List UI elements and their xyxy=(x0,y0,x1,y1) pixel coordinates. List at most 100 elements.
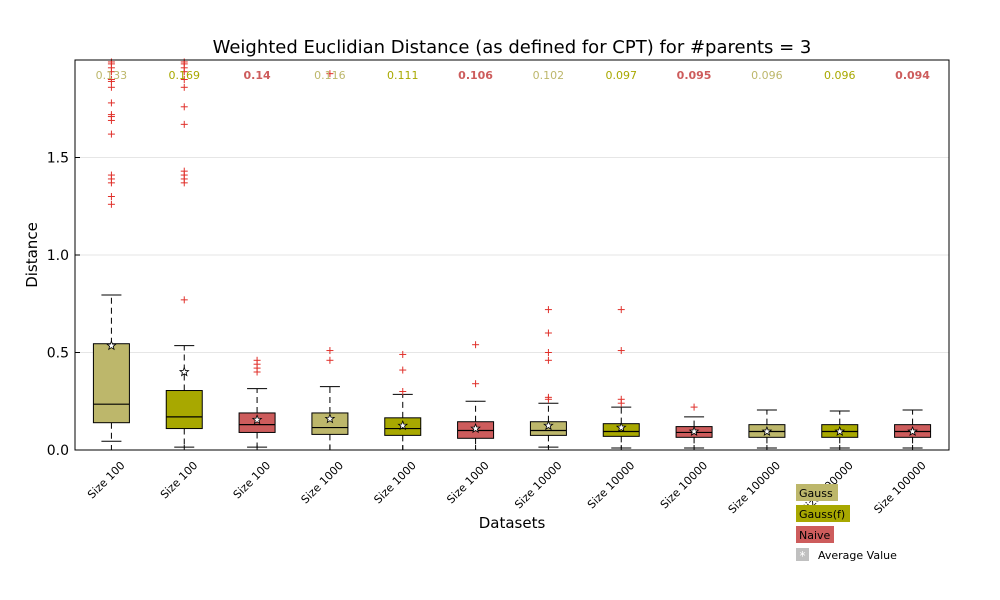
mean-marker xyxy=(761,425,773,437)
outlier-point xyxy=(544,306,552,314)
outlier-point xyxy=(107,193,115,200)
legend-label: Gauss xyxy=(799,487,833,500)
legend-label: Average Value xyxy=(818,549,897,562)
outlier-point xyxy=(180,76,188,83)
mean-marker xyxy=(470,422,481,434)
average-value-label: 0.133 xyxy=(96,69,128,82)
outlier-point xyxy=(326,70,334,78)
x-tick-label: Size 1000 xyxy=(444,459,491,506)
outlier-point xyxy=(472,341,480,349)
box-1 xyxy=(165,58,203,448)
outlier-point xyxy=(326,347,334,355)
average-value-label: 0.169 xyxy=(169,69,201,82)
legend-swatch-average xyxy=(796,548,809,561)
box-0 xyxy=(92,58,130,442)
outlier-point xyxy=(253,356,261,364)
outlier-point xyxy=(617,395,625,403)
legend-swatch xyxy=(796,526,834,543)
boxes-layer xyxy=(92,58,932,451)
legend-star-glyph: * xyxy=(800,549,806,563)
mean-marker xyxy=(543,419,554,431)
average-value-label: 0.111 xyxy=(387,69,419,82)
outlier-point xyxy=(107,76,115,83)
x-tick-label: Size 10000 xyxy=(512,459,564,511)
outlier-point xyxy=(690,403,698,411)
legend-label: Naive xyxy=(799,529,831,542)
outlier-point xyxy=(180,296,188,304)
outlier-point xyxy=(107,99,115,107)
mean-marker xyxy=(397,419,409,431)
box-7 xyxy=(602,306,640,449)
box-body xyxy=(92,343,130,424)
outlier-point xyxy=(107,171,115,179)
box-9 xyxy=(748,409,786,449)
x-tick-label: Size 10000 xyxy=(658,459,710,511)
average-value-label: 0.095 xyxy=(677,69,712,82)
outlier-point xyxy=(326,356,334,364)
mean-marker xyxy=(688,425,700,437)
average-value-label: 0.094 xyxy=(895,69,930,82)
mean-marker xyxy=(106,340,117,351)
box-body xyxy=(165,390,203,430)
average-value-label: 0.106 xyxy=(458,69,493,82)
legend: Gauss Gauss(f) Naive * Average Value xyxy=(796,484,897,563)
outlier-point xyxy=(617,347,625,355)
box-body xyxy=(238,412,276,433)
x-tick-label: Size 10000 xyxy=(585,459,637,511)
outlier-point xyxy=(544,356,552,364)
mean-marker xyxy=(251,414,263,425)
outlier-point xyxy=(472,380,480,388)
box-body xyxy=(311,412,349,435)
x-tick-label: Size 100 xyxy=(158,459,200,501)
outlier-point xyxy=(544,329,552,337)
average-value-label: 0.097 xyxy=(606,69,638,82)
y-tick-label: 1.5 xyxy=(47,151,69,167)
grid-layer xyxy=(75,157,949,353)
average-labels-layer: 0.133 0.169 0.14 0.116 0.111 0.106 0.102 0.097 0… xyxy=(96,69,931,82)
box-5 xyxy=(457,341,495,451)
y-axis-label: Distance xyxy=(23,222,41,288)
outlier-point xyxy=(180,167,188,175)
mean-marker xyxy=(907,425,918,437)
box-2 xyxy=(238,356,276,448)
mean-marker xyxy=(324,413,336,424)
x-tick-label: Size 100000 xyxy=(871,459,928,516)
average-value-label: 0.102 xyxy=(533,69,565,82)
x-tick-label: Size 100 xyxy=(231,459,273,501)
axes-layer: 0.0 0.5 1.0 1.5 Size 100 Size 100 Size 100 Size… xyxy=(47,151,929,517)
box-4 xyxy=(384,350,422,451)
outlier-point xyxy=(544,393,552,401)
outlier-point xyxy=(180,103,188,111)
x-tick-label: Size 1000 xyxy=(371,459,418,506)
outlier-point xyxy=(107,111,115,119)
average-value-label: 0.096 xyxy=(751,69,783,82)
x-tick-label: Size 1000 xyxy=(299,459,346,506)
outlier-point xyxy=(617,306,625,314)
box-8 xyxy=(675,403,713,449)
outlier-point xyxy=(180,83,188,91)
average-value-label: 0.116 xyxy=(314,69,346,82)
outlier-point xyxy=(399,350,407,358)
outlier-point xyxy=(544,349,552,356)
legend-swatch xyxy=(796,505,850,522)
outlier-point xyxy=(107,200,115,208)
outlier-point xyxy=(107,83,115,91)
average-value-label: 0.14 xyxy=(244,69,271,82)
mean-marker xyxy=(834,425,846,437)
box-10 xyxy=(821,410,859,449)
y-tick-label: 0.0 xyxy=(47,443,69,459)
average-value-label: 0.096 xyxy=(824,69,856,82)
legend-label: Gauss(f) xyxy=(799,508,845,521)
box-3 xyxy=(311,70,349,451)
outlier-point xyxy=(399,388,407,395)
y-tick-label: 0.5 xyxy=(47,346,69,362)
mean-marker xyxy=(178,366,190,377)
chart-title: Weighted Euclidian Distance (as defined … xyxy=(213,37,812,58)
x-tick-label: Size 100 xyxy=(85,459,127,501)
outlier-point xyxy=(107,130,115,138)
y-tick-label: 1.0 xyxy=(47,248,69,264)
outlier-point xyxy=(399,366,407,374)
x-axis-label: Datasets xyxy=(479,514,546,532)
